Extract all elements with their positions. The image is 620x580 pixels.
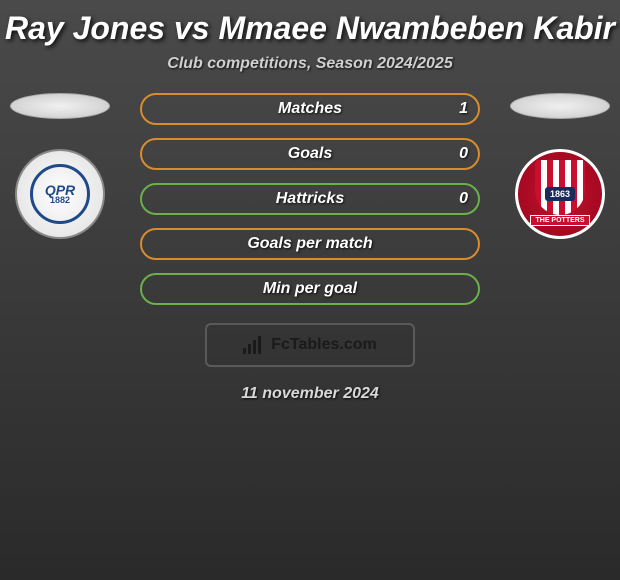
brand-text: FcTables.com <box>271 336 377 354</box>
comparison-card: Ray Jones vs Mmaee Nwambeben Kabir Club … <box>0 0 620 580</box>
brand-box[interactable]: FcTables.com <box>205 323 415 367</box>
stat-row-goals-per-match: Goals per match <box>140 228 480 260</box>
stat-row-matches: Matches 1 <box>140 93 480 125</box>
stat-row-goals: Goals 0 <box>140 138 480 170</box>
qpr-year: 1882 <box>50 196 70 204</box>
stoke-banner: THE POTTERS <box>530 215 589 226</box>
stoke-year: 1863 <box>545 187 575 201</box>
player-photo-left <box>10 93 110 119</box>
date-text: 11 november 2024 <box>241 385 379 403</box>
stats-column: Matches 1 Goals 0 Hattricks 0 Goals per … <box>140 93 480 305</box>
stat-label: Goals per match <box>247 235 372 253</box>
stat-row-hattricks: Hattricks 0 <box>140 183 480 215</box>
stat-value-right: 0 <box>459 145 468 163</box>
stat-label: Hattricks <box>276 190 344 208</box>
stat-value-right: 0 <box>459 190 468 208</box>
player-right: 1863 THE POTTERS <box>500 93 620 239</box>
player-photo-right <box>510 93 610 119</box>
club-badge-stoke: 1863 THE POTTERS <box>515 149 605 239</box>
page-title: Ray Jones vs Mmaee Nwambeben Kabir <box>5 10 615 47</box>
main-area: QPR 1882 Matches 1 Goals 0 Hattricks 0 G… <box>0 93 620 305</box>
chart-icon <box>243 336 265 354</box>
stat-row-min-per-goal: Min per goal <box>140 273 480 305</box>
player-left: QPR 1882 <box>0 93 120 239</box>
subtitle: Club competitions, Season 2024/2025 <box>167 55 452 73</box>
stat-label: Matches <box>278 100 342 118</box>
stat-value-right: 1 <box>459 100 468 118</box>
stat-label: Goals <box>288 145 332 163</box>
club-badge-qpr: QPR 1882 <box>15 149 105 239</box>
stat-label: Min per goal <box>263 280 357 298</box>
